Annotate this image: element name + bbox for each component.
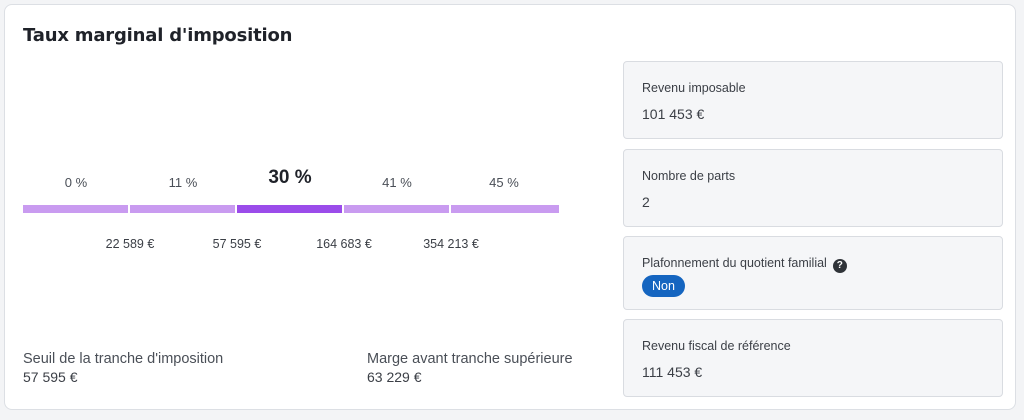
bracket-thresholds: 22 589 € 57 595 € 164 683 € 354 213 € (23, 237, 559, 257)
bracket-threshold-stat: Seuil de la tranche d'imposition 57 595 … (23, 351, 223, 385)
stat-label: Seuil de la tranche d'imposition (23, 351, 224, 367)
threshold-label: 22 589 € (105, 237, 155, 251)
panel-label-row: Plafonnement du quotient familial? (642, 256, 847, 273)
panel-value: 101 453 € (642, 106, 705, 122)
tax-brackets-scale: 0 % 11 % 30 % 41 % 45 % 22 589 € 57 595 … (23, 165, 559, 265)
panel-value: 111 453 € (642, 364, 703, 380)
bracket-bar (23, 205, 128, 213)
tax-shares-panel: Nombre de parts 2 (623, 149, 1003, 227)
family-quotient-cap-panel: Plafonnement du quotient familial? Non (623, 236, 1003, 310)
bracket-bars (23, 205, 559, 213)
taxable-income-panel: Revenu imposable 101 453 € (623, 61, 1003, 139)
stat-label: Marge avant tranche supérieure (367, 351, 573, 367)
panel-label: Revenu fiscal de référence (642, 339, 791, 353)
rate-label: 41 % (382, 175, 412, 190)
bracket-rates: 0 % 11 % 30 % 41 % 45 % (23, 165, 559, 195)
family-quotient-cap-toggle[interactable]: Non (642, 275, 685, 297)
rate-label: 45 % (489, 175, 519, 190)
threshold-label: 57 595 € (212, 237, 262, 251)
threshold-label: 354 213 € (423, 237, 479, 251)
bracket-bar (130, 205, 235, 213)
tax-rate-card: Taux marginal d'imposition 0 % 11 % 30 %… (4, 4, 1016, 410)
rate-label: 0 % (64, 175, 88, 190)
margin-to-next-bracket-stat: Marge avant tranche supérieure 63 229 € (367, 351, 573, 385)
threshold-label: 164 683 € (316, 237, 372, 251)
stat-value: 57 595 € (23, 369, 78, 385)
panel-value: 2 (642, 194, 650, 210)
card-title: Taux marginal d'imposition (23, 25, 293, 46)
panel-label: Plafonnement du quotient familial (642, 256, 827, 270)
panel-label: Revenu imposable (642, 81, 746, 95)
stat-value: 63 229 € (367, 369, 422, 385)
bracket-bar-active (237, 205, 342, 213)
question-circle-icon[interactable]: ? (832, 259, 847, 273)
reference-income-panel: Revenu fiscal de référence 111 453 € (623, 319, 1003, 397)
rate-label: 11 % (168, 175, 198, 190)
panel-label: Nombre de parts (642, 169, 736, 183)
bracket-bar (451, 205, 559, 213)
bracket-bar (344, 205, 449, 213)
rate-label-active: 30 % (268, 167, 312, 188)
